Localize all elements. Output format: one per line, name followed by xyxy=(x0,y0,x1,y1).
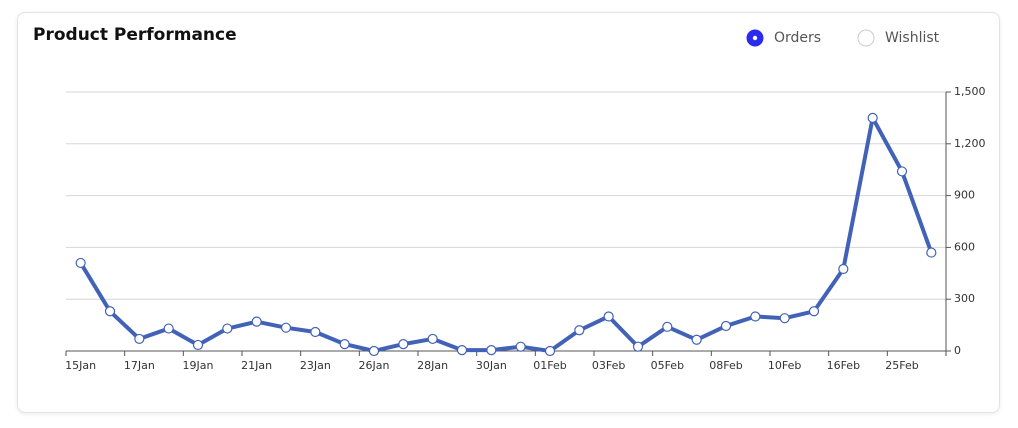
x-tick-label: 26Jan xyxy=(359,359,390,372)
point xyxy=(368,345,380,357)
series-line xyxy=(78,115,934,353)
x-tick-label: 28Jan xyxy=(417,359,448,372)
point xyxy=(750,311,761,322)
y-tick-label: 600 xyxy=(954,240,975,253)
point xyxy=(427,333,438,345)
point xyxy=(720,320,732,332)
point xyxy=(838,263,849,275)
legend-marker[interactable] xyxy=(857,29,875,47)
x-tick-label: 05Feb xyxy=(651,359,684,372)
card xyxy=(17,12,1000,413)
point xyxy=(456,345,468,356)
x-tick-label: 23Jan xyxy=(300,359,331,372)
legend-label[interactable]: Orders xyxy=(774,30,821,46)
x-tick-label: 25Feb xyxy=(885,359,918,372)
point xyxy=(163,323,174,334)
x-tick-label: 21Jan xyxy=(241,359,272,372)
point xyxy=(574,325,585,336)
point xyxy=(515,341,526,352)
point xyxy=(662,321,673,332)
x-tick-label: 10Feb xyxy=(768,359,801,372)
y-tick-label: 900 xyxy=(954,189,975,202)
legend-label[interactable]: Wishlist xyxy=(885,30,940,46)
x-tick-label: 16Feb xyxy=(827,359,860,372)
point xyxy=(339,338,350,350)
point xyxy=(280,322,292,333)
point xyxy=(104,306,116,317)
y-tick-label: 1,500 xyxy=(954,85,986,98)
x-tick-label: 15Jan xyxy=(65,359,96,372)
point xyxy=(808,306,820,317)
y-tick-label: 300 xyxy=(954,292,975,305)
point xyxy=(251,316,262,327)
point xyxy=(926,247,937,258)
point xyxy=(192,339,204,351)
point xyxy=(486,345,497,356)
point xyxy=(310,326,321,338)
point xyxy=(779,313,790,324)
x-tick-label: 03Feb xyxy=(592,359,625,372)
point xyxy=(896,166,908,177)
y-tick-label: 1,200 xyxy=(954,137,986,150)
x-tick-label: 30Jan xyxy=(476,359,507,372)
x-tick-label: 01Feb xyxy=(533,359,566,372)
point xyxy=(603,311,614,322)
point xyxy=(75,257,86,269)
point xyxy=(867,112,878,124)
point xyxy=(544,345,556,357)
point xyxy=(632,341,644,352)
legend-marker-dot xyxy=(752,35,758,41)
y-tick-label: 0 xyxy=(954,344,961,357)
point xyxy=(691,334,702,345)
x-tick-label: 08Feb xyxy=(709,359,742,372)
chart-title: Product Performance xyxy=(33,25,237,45)
point xyxy=(134,333,145,345)
x-tick-label: 17Jan xyxy=(124,359,155,372)
point xyxy=(222,323,233,334)
point xyxy=(398,338,409,350)
x-tick-label: 19Jan xyxy=(183,359,214,372)
